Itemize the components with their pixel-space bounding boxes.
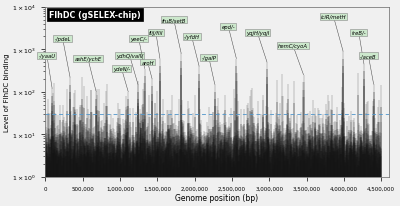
Text: yeeC/-: yeeC/- — [130, 37, 147, 69]
Y-axis label: Level of FlhDC binding: Level of FlhDC binding — [4, 53, 10, 131]
Text: epd/-: epd/- — [221, 25, 236, 59]
Text: treB/-: treB/- — [352, 31, 366, 65]
Text: iciR/metH: iciR/metH — [320, 15, 346, 52]
Text: ydhQ/valV: ydhQ/valV — [116, 54, 143, 85]
Text: ydeN/-: ydeN/- — [113, 67, 130, 92]
Text: fliJ/fliI: fliJ/fliI — [148, 31, 163, 59]
Text: yqjH/yqjI: yqjH/yqjI — [246, 31, 269, 63]
Text: -/yaaU: -/yaaU — [38, 54, 56, 89]
Text: -/galP: -/galP — [201, 55, 216, 85]
Text: ashE/ychE: ashE/ychE — [74, 57, 102, 92]
Text: -/aceB: -/aceB — [360, 54, 377, 85]
Text: -/yfdH: -/yfdH — [184, 35, 200, 67]
Text: -/pdeL: -/pdeL — [54, 37, 71, 78]
X-axis label: Genome position (bp): Genome position (bp) — [176, 193, 258, 202]
Text: hemC/cyoA: hemC/cyoA — [278, 44, 308, 75]
Text: fruB/setB: fruB/setB — [162, 18, 186, 54]
Text: aroH: aroH — [141, 60, 154, 80]
Text: FlhDC (gSELEX-chip): FlhDC (gSELEX-chip) — [49, 11, 141, 20]
